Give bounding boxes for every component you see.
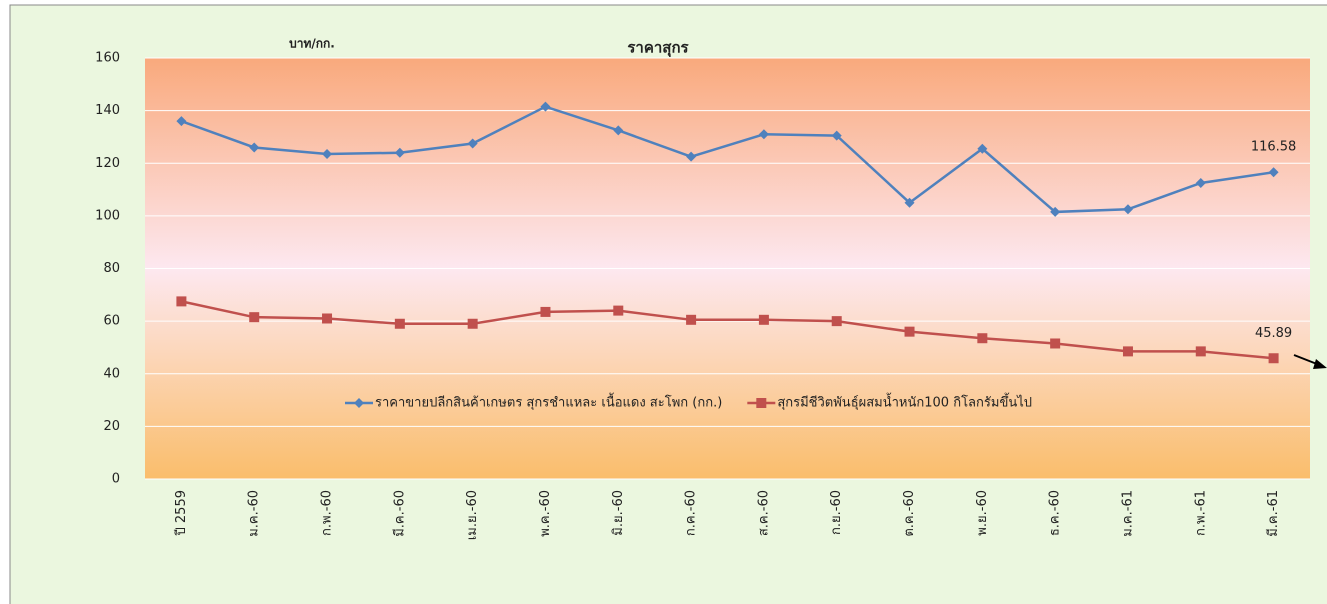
marker [1050, 338, 1061, 349]
x-tick-label: ธ.ค.-60 [1048, 490, 1063, 536]
chart-title: ราคาสุกร [627, 39, 689, 58]
marker [831, 130, 842, 141]
x-tick-label: ก.พ.-60 [320, 490, 335, 536]
x-tick-label: มี.ค.-61 [1265, 490, 1281, 537]
marker [394, 318, 405, 329]
x-tick-label: ม.ค.-60 [247, 490, 262, 537]
marker [613, 305, 624, 316]
data-label: 116.58 [1251, 140, 1297, 155]
marker [322, 149, 333, 160]
y-tick-label: 120 [95, 156, 120, 171]
y-tick-label: 0 [112, 472, 120, 487]
x-tick-label: พ.ค.-60 [538, 490, 553, 537]
y-tick-label: 140 [95, 103, 120, 118]
y-tick-label: 40 [103, 366, 120, 381]
data-label: 45.89 [1255, 326, 1292, 341]
marker [322, 313, 333, 324]
y-axis-label: บาท/กก. [289, 37, 335, 51]
arrow-head [1313, 359, 1327, 369]
marker [758, 129, 769, 140]
marker [1195, 346, 1206, 357]
y-tick-label: 20 [103, 419, 120, 434]
marker [176, 116, 187, 127]
marker [904, 326, 915, 337]
marker [831, 316, 842, 327]
x-tick-label: ม.ค.-61 [1120, 490, 1135, 537]
y-tick-label: 100 [95, 208, 120, 223]
marker [1268, 353, 1279, 364]
marker [758, 314, 769, 325]
x-tick-label: ส.ค.-60 [756, 490, 771, 536]
x-tick-label: ก.ย.-60 [829, 490, 844, 535]
x-tick-label: เม.ย.-60 [465, 490, 480, 540]
marker [1122, 346, 1133, 357]
legend-label: ราคาขายปลีกสินค้าเกษตร สุกรชำแหละ เนื้อแ… [375, 393, 722, 411]
marker [249, 312, 260, 323]
marker [467, 138, 478, 149]
marker [977, 333, 988, 344]
series-line [181, 300, 1274, 360]
x-tick-label: มี.ค.-60 [391, 490, 407, 537]
marker [756, 398, 767, 408]
marker [176, 296, 187, 307]
marker [394, 147, 405, 158]
marker [686, 151, 697, 162]
marker [540, 306, 551, 317]
marker [354, 398, 364, 408]
legend-label: สุกรมีชีวิตพันธุ์ผสมน้ำหนัก100 กิโลกรัมข… [777, 393, 1032, 411]
marker [1195, 177, 1206, 188]
x-tick-label: พ.ย.-60 [975, 490, 990, 536]
marker [686, 314, 697, 325]
y-tick-label: 60 [103, 314, 120, 329]
marker [1268, 167, 1279, 178]
x-tick-label: ก.พ.-61 [1193, 490, 1208, 536]
marker [1122, 204, 1133, 215]
y-tick-label: 160 [95, 51, 120, 66]
x-tick-label: ปี 2559 [173, 490, 189, 536]
marker [540, 101, 551, 112]
x-tick-label: ก.ค.-60 [684, 490, 699, 536]
marker [904, 197, 915, 208]
marker [467, 318, 478, 329]
marker [613, 125, 624, 136]
x-tick-label: มิ.ย.-60 [611, 490, 626, 536]
series-line [180, 105, 1274, 214]
marker [1050, 206, 1061, 217]
marker [977, 143, 988, 154]
y-tick-label: 80 [103, 261, 120, 276]
x-tick-label: ต.ค.-60 [902, 490, 917, 537]
marker [249, 142, 260, 153]
